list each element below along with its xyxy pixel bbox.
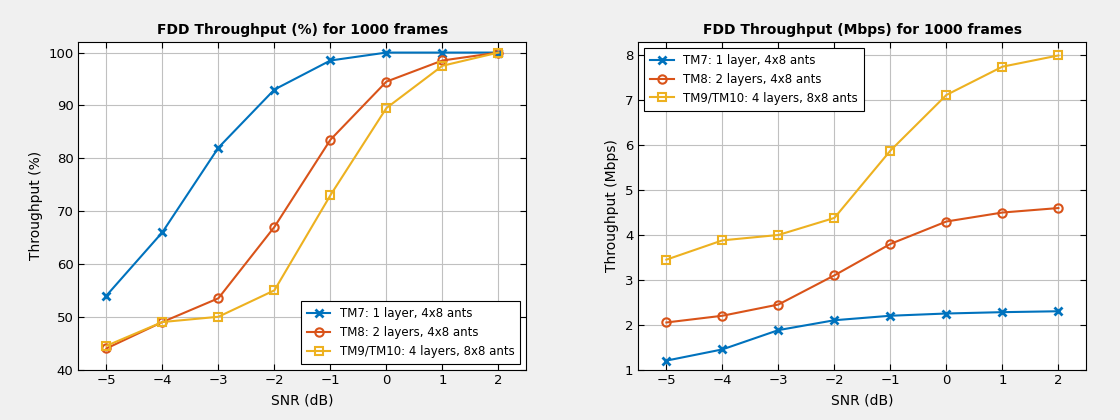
TM9/TM10: 4 layers, 8x8 ants: (-4, 3.88): 4 layers, 8x8 ants: (-4, 3.88) — [716, 238, 729, 243]
TM7: 1 layer, 4x8 ants: (-2, 2.1): 1 layer, 4x8 ants: (-2, 2.1) — [828, 318, 841, 323]
TM8: 2 layers, 4x8 ants: (-5, 44): 2 layers, 4x8 ants: (-5, 44) — [100, 346, 113, 351]
TM7: 1 layer, 4x8 ants: (-5, 54): 1 layer, 4x8 ants: (-5, 54) — [100, 293, 113, 298]
TM7: 1 layer, 4x8 ants: (-3, 82): 1 layer, 4x8 ants: (-3, 82) — [212, 145, 225, 150]
TM7: 1 layer, 4x8 ants: (1, 2.28): 1 layer, 4x8 ants: (1, 2.28) — [996, 310, 1009, 315]
TM7: 1 layer, 4x8 ants: (-4, 1.45): 1 layer, 4x8 ants: (-4, 1.45) — [716, 347, 729, 352]
Title: FDD Throughput (Mbps) for 1000 frames: FDD Throughput (Mbps) for 1000 frames — [703, 23, 1021, 37]
TM9/TM10: 4 layers, 8x8 ants: (2, 100): 4 layers, 8x8 ants: (2, 100) — [492, 50, 505, 55]
TM8: 2 layers, 4x8 ants: (1, 98.5): 2 layers, 4x8 ants: (1, 98.5) — [436, 58, 449, 63]
TM8: 2 layers, 4x8 ants: (-1, 83.5): 2 layers, 4x8 ants: (-1, 83.5) — [324, 137, 337, 142]
TM8: 2 layers, 4x8 ants: (-2, 3.1): 2 layers, 4x8 ants: (-2, 3.1) — [828, 273, 841, 278]
TM7: 1 layer, 4x8 ants: (-2, 93): 1 layer, 4x8 ants: (-2, 93) — [268, 87, 281, 92]
TM9/TM10: 4 layers, 8x8 ants: (2, 8): 4 layers, 8x8 ants: (2, 8) — [1052, 53, 1065, 58]
Y-axis label: Throughput (Mbps): Throughput (Mbps) — [606, 139, 619, 272]
TM9/TM10: 4 layers, 8x8 ants: (-1, 5.88): 4 layers, 8x8 ants: (-1, 5.88) — [884, 148, 897, 153]
TM8: 2 layers, 4x8 ants: (2, 100): 2 layers, 4x8 ants: (2, 100) — [492, 50, 505, 55]
TM8: 2 layers, 4x8 ants: (-1, 3.8): 2 layers, 4x8 ants: (-1, 3.8) — [884, 241, 897, 247]
TM7: 1 layer, 4x8 ants: (-5, 1.2): 1 layer, 4x8 ants: (-5, 1.2) — [660, 358, 673, 363]
TM8: 2 layers, 4x8 ants: (-5, 2.05): 2 layers, 4x8 ants: (-5, 2.05) — [660, 320, 673, 325]
TM9/TM10: 4 layers, 8x8 ants: (1, 7.75): 4 layers, 8x8 ants: (1, 7.75) — [996, 64, 1009, 69]
TM7: 1 layer, 4x8 ants: (-1, 2.2): 1 layer, 4x8 ants: (-1, 2.2) — [884, 313, 897, 318]
TM9/TM10: 4 layers, 8x8 ants: (0, 89.5): 4 layers, 8x8 ants: (0, 89.5) — [380, 105, 393, 110]
Line: TM9/TM10: 4 layers, 8x8 ants: TM9/TM10: 4 layers, 8x8 ants — [662, 51, 1063, 264]
X-axis label: SNR (dB): SNR (dB) — [831, 393, 894, 407]
TM9/TM10: 4 layers, 8x8 ants: (-3, 4): 4 layers, 8x8 ants: (-3, 4) — [772, 232, 785, 237]
TM9/TM10: 4 layers, 8x8 ants: (-3, 50): 4 layers, 8x8 ants: (-3, 50) — [212, 314, 225, 319]
Line: TM7: 1 layer, 4x8 ants: TM7: 1 layer, 4x8 ants — [662, 307, 1063, 365]
Legend: TM7: 1 layer, 4x8 ants, TM8: 2 layers, 4x8 ants, TM9/TM10: 4 layers, 8x8 ants: TM7: 1 layer, 4x8 ants, TM8: 2 layers, 4… — [301, 301, 521, 364]
TM8: 2 layers, 4x8 ants: (1, 4.5): 2 layers, 4x8 ants: (1, 4.5) — [996, 210, 1009, 215]
TM9/TM10: 4 layers, 8x8 ants: (-5, 3.45): 4 layers, 8x8 ants: (-5, 3.45) — [660, 257, 673, 262]
TM9/TM10: 4 layers, 8x8 ants: (-1, 73): 4 layers, 8x8 ants: (-1, 73) — [324, 193, 337, 198]
TM9/TM10: 4 layers, 8x8 ants: (-2, 4.38): 4 layers, 8x8 ants: (-2, 4.38) — [828, 215, 841, 220]
TM7: 1 layer, 4x8 ants: (0, 100): 1 layer, 4x8 ants: (0, 100) — [380, 50, 393, 55]
TM7: 1 layer, 4x8 ants: (0, 2.25): 1 layer, 4x8 ants: (0, 2.25) — [940, 311, 953, 316]
TM8: 2 layers, 4x8 ants: (-3, 53.5): 2 layers, 4x8 ants: (-3, 53.5) — [212, 296, 225, 301]
TM7: 1 layer, 4x8 ants: (-1, 98.5): 1 layer, 4x8 ants: (-1, 98.5) — [324, 58, 337, 63]
Line: TM8: 2 layers, 4x8 ants: TM8: 2 layers, 4x8 ants — [662, 204, 1063, 327]
TM7: 1 layer, 4x8 ants: (2, 2.3): 1 layer, 4x8 ants: (2, 2.3) — [1052, 309, 1065, 314]
TM9/TM10: 4 layers, 8x8 ants: (0, 7.12): 4 layers, 8x8 ants: (0, 7.12) — [940, 92, 953, 97]
TM7: 1 layer, 4x8 ants: (-3, 1.88): 1 layer, 4x8 ants: (-3, 1.88) — [772, 328, 785, 333]
TM8: 2 layers, 4x8 ants: (0, 94.5): 2 layers, 4x8 ants: (0, 94.5) — [380, 79, 393, 84]
TM7: 1 layer, 4x8 ants: (-4, 66): 1 layer, 4x8 ants: (-4, 66) — [156, 230, 169, 235]
TM7: 1 layer, 4x8 ants: (1, 100): 1 layer, 4x8 ants: (1, 100) — [436, 50, 449, 55]
TM8: 2 layers, 4x8 ants: (2, 4.6): 2 layers, 4x8 ants: (2, 4.6) — [1052, 205, 1065, 210]
TM9/TM10: 4 layers, 8x8 ants: (-2, 55): 4 layers, 8x8 ants: (-2, 55) — [268, 288, 281, 293]
TM8: 2 layers, 4x8 ants: (0, 4.3): 2 layers, 4x8 ants: (0, 4.3) — [940, 219, 953, 224]
TM8: 2 layers, 4x8 ants: (-2, 67): 2 layers, 4x8 ants: (-2, 67) — [268, 224, 281, 229]
TM9/TM10: 4 layers, 8x8 ants: (1, 97.5): 4 layers, 8x8 ants: (1, 97.5) — [436, 63, 449, 68]
TM7: 1 layer, 4x8 ants: (2, 100): 1 layer, 4x8 ants: (2, 100) — [492, 50, 505, 55]
Line: TM7: 1 layer, 4x8 ants: TM7: 1 layer, 4x8 ants — [102, 48, 503, 300]
Y-axis label: Throughput (%): Throughput (%) — [29, 151, 43, 260]
X-axis label: SNR (dB): SNR (dB) — [271, 393, 334, 407]
TM9/TM10: 4 layers, 8x8 ants: (-4, 49): 4 layers, 8x8 ants: (-4, 49) — [156, 320, 169, 325]
TM9/TM10: 4 layers, 8x8 ants: (-5, 44.5): 4 layers, 8x8 ants: (-5, 44.5) — [100, 343, 113, 348]
TM8: 2 layers, 4x8 ants: (-3, 2.45): 2 layers, 4x8 ants: (-3, 2.45) — [772, 302, 785, 307]
Title: FDD Throughput (%) for 1000 frames: FDD Throughput (%) for 1000 frames — [157, 23, 448, 37]
Legend: TM7: 1 layer, 4x8 ants, TM8: 2 layers, 4x8 ants, TM9/TM10: 4 layers, 8x8 ants: TM7: 1 layer, 4x8 ants, TM8: 2 layers, 4… — [644, 48, 864, 110]
TM8: 2 layers, 4x8 ants: (-4, 49): 2 layers, 4x8 ants: (-4, 49) — [156, 320, 169, 325]
Line: TM9/TM10: 4 layers, 8x8 ants: TM9/TM10: 4 layers, 8x8 ants — [102, 48, 503, 350]
Line: TM8: 2 layers, 4x8 ants: TM8: 2 layers, 4x8 ants — [102, 48, 503, 353]
TM8: 2 layers, 4x8 ants: (-4, 2.2): 2 layers, 4x8 ants: (-4, 2.2) — [716, 313, 729, 318]
